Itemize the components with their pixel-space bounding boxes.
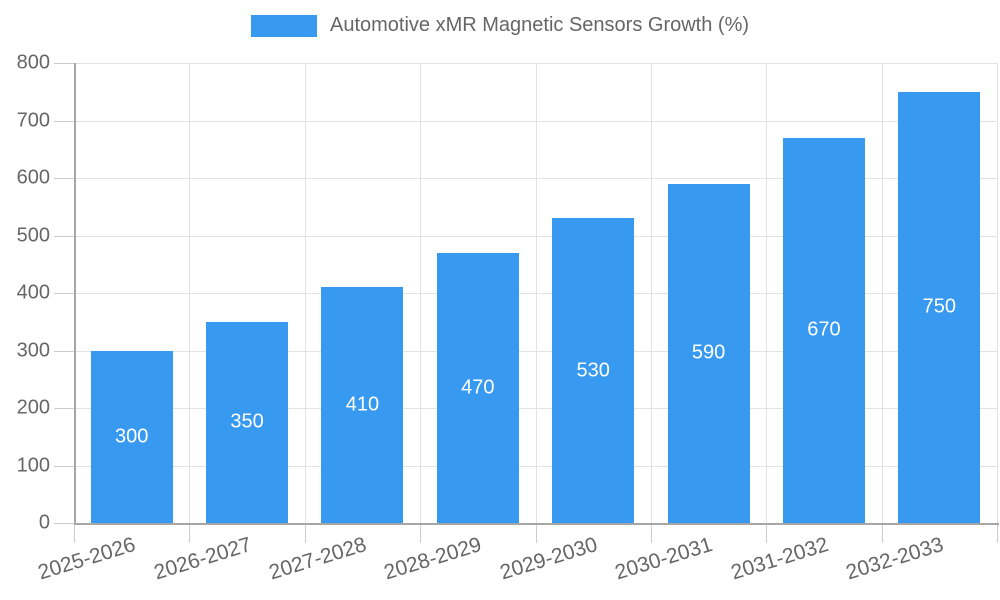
y-axis-tick bbox=[54, 465, 74, 467]
x-axis-tick bbox=[74, 523, 75, 543]
y-tick-label: 600 bbox=[16, 166, 50, 189]
x-tick-label: 2026-2027 bbox=[151, 533, 254, 585]
x-gridline bbox=[535, 63, 537, 523]
y-tick-label: 0 bbox=[38, 511, 50, 534]
x-axis-tick bbox=[535, 523, 537, 543]
x-axis-tick bbox=[766, 523, 768, 543]
bar-value-label: 470 bbox=[461, 376, 495, 399]
x-tick-label: 2027-2028 bbox=[266, 533, 370, 585]
y-tick-label: 800 bbox=[16, 51, 50, 74]
y-tick-label: 300 bbox=[16, 339, 50, 361]
x-gridline bbox=[304, 63, 306, 523]
bar bbox=[898, 91, 981, 523]
x-axis-tick bbox=[881, 523, 883, 543]
y-axis-tick bbox=[54, 235, 74, 237]
bar bbox=[436, 252, 519, 523]
x-tick-label: 2025-2026 bbox=[35, 533, 139, 585]
legend-swatch bbox=[250, 14, 317, 37]
y-axis-tick bbox=[54, 293, 74, 294]
x-gridline bbox=[766, 63, 768, 523]
bar bbox=[667, 183, 750, 523]
y-tick-label: 200 bbox=[16, 396, 50, 419]
bar bbox=[321, 287, 404, 523]
bar-value-label: 410 bbox=[345, 393, 380, 416]
bar bbox=[206, 321, 288, 523]
y-axis-tick bbox=[54, 120, 74, 122]
y-axis-tick bbox=[54, 178, 74, 179]
x-axis-tick bbox=[304, 523, 306, 543]
x-tick-label: 2029-2030 bbox=[497, 533, 600, 585]
y-axis-tick bbox=[54, 523, 74, 524]
x-axis-tick bbox=[420, 523, 422, 543]
x-gridline bbox=[189, 63, 191, 523]
x-tick-label: 2032-2033 bbox=[843, 533, 947, 585]
x-gridline bbox=[420, 63, 422, 523]
bar-value-label: 590 bbox=[691, 341, 726, 364]
x-gridline bbox=[650, 63, 652, 523]
y-tick-label: 400 bbox=[16, 281, 50, 304]
bar bbox=[552, 218, 635, 523]
bar-value-label: 350 bbox=[230, 410, 264, 433]
y-axis-tick bbox=[54, 350, 74, 352]
x-tick-label: 2030-2031 bbox=[612, 533, 716, 585]
y-axis-line bbox=[74, 63, 76, 523]
y-axis-tick bbox=[54, 63, 74, 64]
legend-label: Automotive xMR Magnetic Sensors Growth (… bbox=[329, 14, 750, 36]
chart-legend: Automotive xMR Magnetic Sensors Growth (… bbox=[0, 14, 1000, 37]
x-axis-tick bbox=[189, 523, 191, 543]
bar bbox=[782, 137, 865, 523]
x-axis-tick bbox=[650, 523, 652, 543]
x-gridline bbox=[881, 63, 883, 523]
y-axis-tick bbox=[54, 408, 74, 409]
x-axis-line bbox=[74, 523, 999, 525]
y-tick-label: 500 bbox=[16, 224, 50, 246]
bar-value-label: 300 bbox=[114, 425, 149, 448]
bar-value-label: 750 bbox=[922, 295, 956, 318]
y-tick-label: 100 bbox=[16, 454, 50, 476]
bar-value-label: 670 bbox=[807, 318, 841, 341]
y-tick-label: 700 bbox=[16, 109, 50, 131]
bar-value-label: 530 bbox=[576, 359, 610, 382]
x-gridline bbox=[997, 63, 998, 523]
x-tick-label: 2028-2029 bbox=[381, 533, 485, 585]
x-tick-label: 2031-2032 bbox=[727, 533, 831, 585]
x-axis-tick bbox=[997, 523, 998, 543]
bar bbox=[90, 350, 173, 523]
